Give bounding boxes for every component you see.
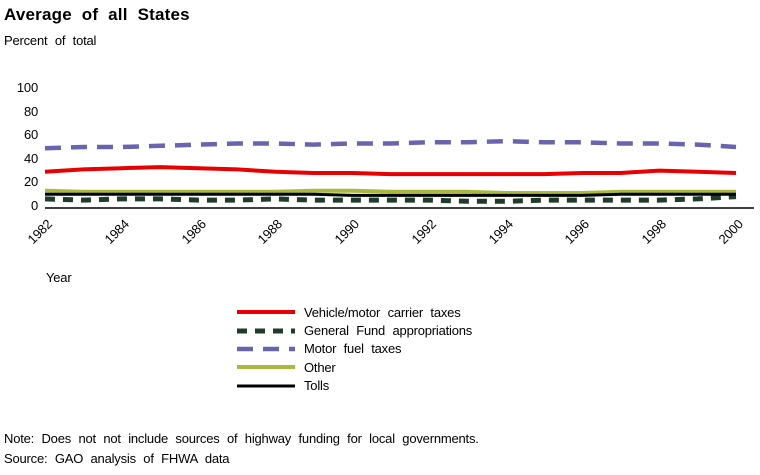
source-text: Source: GAO analysis of FHWA data — [4, 451, 230, 466]
chart-title: Average of all States — [4, 5, 190, 24]
series-line-tolls — [45, 192, 736, 197]
y-tick-label: 20 — [23, 174, 38, 190]
legend-item-tolls: Tolls — [237, 377, 472, 395]
legend-item-other: Other — [237, 358, 472, 376]
series-lines — [44, 138, 737, 204]
y-tick-label: 80 — [23, 103, 38, 119]
legend-item-vehicle-motor-carrier-taxes: Vehicle/motor carrier taxes — [237, 303, 472, 321]
legend-label: Other — [304, 359, 336, 375]
legend-label: Tolls — [304, 378, 330, 394]
legend-label: General Fund appropriations — [304, 323, 473, 339]
y-tick-label: 60 — [23, 127, 38, 143]
y-tick-label: 40 — [23, 150, 38, 166]
y-tick-label: 100 — [16, 80, 38, 95]
y-axis-unit-label: Percent of total — [4, 33, 97, 48]
legend: Vehicle/motor carrier taxes General Fund … — [237, 303, 472, 395]
y-tick-label: 0 — [30, 198, 38, 213]
note-text: Note: Does not not include sources of hi… — [4, 431, 479, 446]
x-axis-title: Year — [46, 270, 72, 285]
legend-label: Motor fuel taxes — [304, 341, 402, 357]
legend-swatch-motor-fuel-taxes — [237, 346, 295, 352]
legend-item-general-fund-appropriations: General Fund appropriations — [237, 321, 472, 339]
legend-item-motor-fuel-taxes: Motor fuel taxes — [237, 340, 472, 358]
series-line-vehicle-motor-carrier-taxes — [44, 165, 737, 177]
legend-swatch-general-fund-appropriations — [237, 328, 295, 334]
legend-swatch-other — [237, 365, 295, 370]
legend-swatch-vehicle-motor-carrier-taxes — [237, 310, 295, 315]
legend-swatch-tolls — [237, 384, 295, 388]
series-line-other — [44, 188, 736, 195]
series-line-motor-fuel-taxes — [44, 138, 737, 151]
legend-label: Vehicle/motor carrier taxes — [304, 304, 461, 320]
series-line-general-fund-appropriations — [44, 194, 737, 204]
